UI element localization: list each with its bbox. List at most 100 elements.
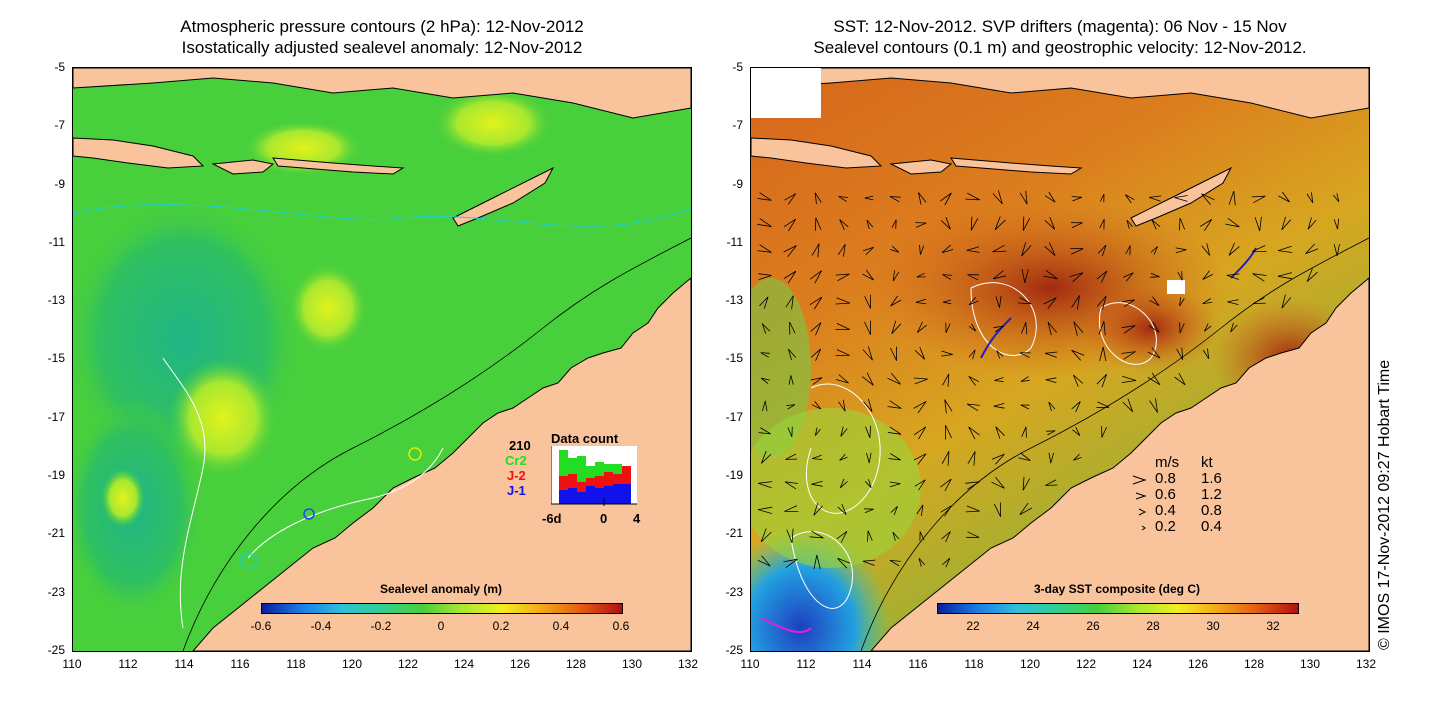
velocity-vector [1044,351,1058,358]
velocity-vector [1147,372,1161,386]
velocity-legend-ms: 0.6 [1155,486,1176,503]
velocity-vector [1019,190,1028,205]
velocity-vector [810,377,823,385]
velocity-vector [1121,351,1136,360]
lat-label: -7 [732,118,743,132]
sealevel-contour [790,531,853,609]
sst-map[interactable]: 3-day SST composite (deg C) 22 24 26 28 … [750,67,1370,652]
velocity-vector [890,506,898,515]
svp-drifter-track [760,617,812,634]
velocity-vector [945,322,951,333]
velocity-vector [1048,401,1056,412]
velocity-vector [887,400,902,409]
velocity-vector [1252,297,1266,304]
velocity-vector [839,478,848,489]
velocity-vector [914,479,926,491]
java-island [73,137,205,169]
velocity-vector [865,425,872,438]
sst-colorbar-title: 3-day SST composite (deg C) [1033,582,1201,596]
velocity-vector [1044,242,1056,256]
velocity-vector [913,426,927,440]
velocity-vector [785,295,794,310]
sla-high-patch-3 [101,468,145,528]
velocity-vector [918,192,927,205]
velocity-vector [862,346,873,361]
flores-island [272,157,405,175]
velocity-vector [862,559,876,566]
velocity-vector [789,321,796,335]
velocity-vector [1099,219,1105,230]
sla-colorbar [261,603,623,614]
bathymetry-contour [182,237,691,651]
velocity-vector [1073,374,1084,387]
velocity-vector [890,245,900,253]
left-title-line1: Atmospheric pressure contours (2 hPa): 1… [180,17,584,36]
velocity-vector [838,196,849,202]
velocity-vector [1098,320,1106,336]
velocity-vector [1150,272,1160,278]
velocity-vector [968,349,976,360]
velocity-vector [809,270,822,284]
velocity-vector [1121,375,1137,383]
velocity-vector [1073,321,1084,336]
sst-colorbar [937,603,1299,614]
lat-label: -23 [47,585,65,599]
velocity-vector [1096,401,1110,408]
velocity-vector [1121,325,1136,334]
velocity-vector [1096,270,1108,283]
velocity-vector [811,401,822,410]
left-panel-title: Atmospheric pressure contours (2 hPa): 1… [72,16,692,58]
velocity-vector [940,192,952,206]
lon-label: 120 [341,657,363,671]
velocity-vector [866,452,872,464]
lon-label: 124 [453,657,475,671]
lat-label: -5 [54,60,65,74]
velocity-vector [915,298,927,305]
right-title-line1: SST: 12-Nov-2012. SVP drifters (magenta)… [833,17,1287,36]
velocity-legend-arrow [1141,525,1146,531]
sst-warm-patch-3 [1081,283,1221,373]
velocity-vector [1048,452,1054,464]
velocity-vector [941,244,954,254]
velocity-vector [1099,346,1107,362]
sumbawa-island [889,159,953,175]
velocity-vector [835,297,851,305]
lat-label: -15 [47,351,65,365]
velocity-vector [863,398,873,412]
lat-label: -19 [47,468,65,482]
right-title-line2: Sealevel contours (0.1 m) and geostrophi… [813,38,1307,57]
pressure-contour [73,204,691,227]
velocity-vector [1020,376,1030,382]
velocity-vector [810,322,822,336]
velocity-vector [965,481,980,490]
lon-label: 122 [1075,657,1097,671]
northern-islands [751,68,1369,119]
velocity-vector [1228,242,1240,256]
velocity-vector [815,217,822,231]
velocity-vector [1069,272,1084,283]
velocity-vector [1125,245,1131,256]
lon-label: 126 [509,657,531,671]
velocity-vector [1096,295,1107,310]
velocity-vector [942,373,950,387]
data-count-xtick: 0 [600,511,608,526]
velocity-vector [1199,219,1213,232]
velocity-vector [889,196,901,203]
data-count-sat-cr2: Cr2 [505,453,527,468]
velocity-vector [862,269,874,281]
velocity-vector [1201,243,1211,256]
sealevel-anomaly-map[interactable]: Sealevel anomaly (m) -0.6 -0.4 -0.2 0 0.… [72,67,692,652]
velocity-vector [1021,426,1027,438]
velocity-vector [1122,299,1135,308]
velocity-vector [945,425,952,440]
velocity-vector [837,557,851,569]
sst-colorbar-tick: 24 [1026,619,1040,633]
lat-label: -19 [725,468,743,482]
lat-label: -9 [732,177,743,191]
velocity-vector [788,375,794,385]
velocity-vector [783,218,797,232]
velocity-vector [891,219,897,229]
velocity-vector [996,350,1004,359]
data-count-title: Data count [551,431,619,446]
lat-label: -21 [725,526,743,540]
